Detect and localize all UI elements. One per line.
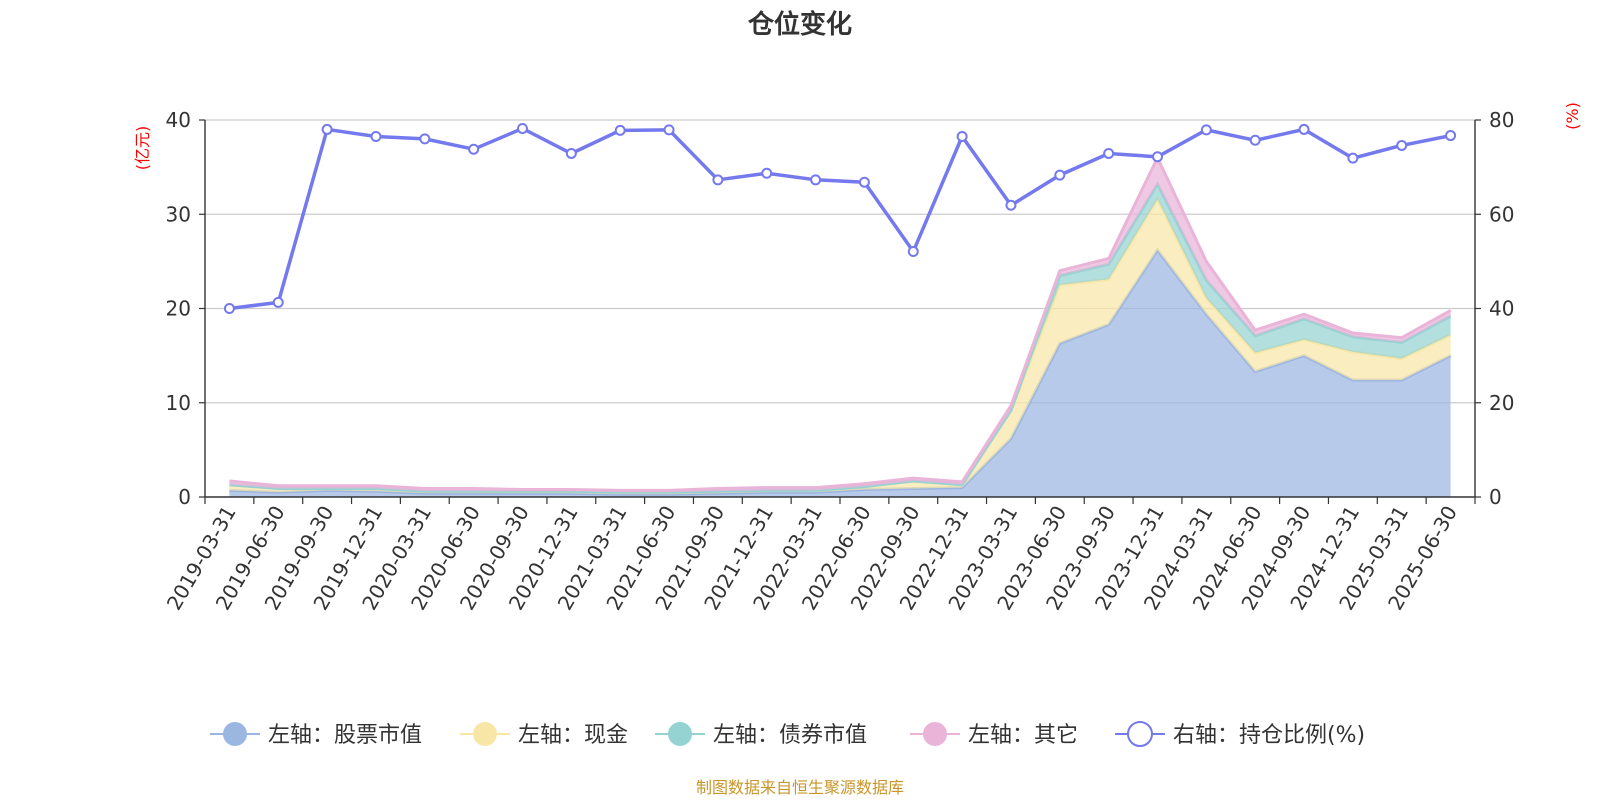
area-layer bbox=[229, 154, 1452, 497]
ratio-point bbox=[1249, 134, 1261, 146]
ratio-point bbox=[614, 124, 626, 136]
ratio-point bbox=[565, 147, 577, 159]
ratio-point bbox=[1298, 123, 1310, 135]
left-axis-unit: (亿元) bbox=[133, 126, 152, 171]
ratio-point bbox=[1445, 130, 1457, 142]
ratio-point bbox=[1103, 147, 1115, 159]
legend-label: 左轴：股票市值 bbox=[268, 723, 422, 748]
ratio-point bbox=[1347, 152, 1359, 164]
left-tick-label: 30 bbox=[166, 202, 191, 226]
left-tick-label: 0 bbox=[178, 485, 191, 509]
legend-item-1[interactable]: 左轴：现金 bbox=[460, 722, 628, 748]
left-tick-label: 10 bbox=[166, 391, 191, 415]
right-tick-label: 40 bbox=[1489, 297, 1514, 321]
legend-label: 左轴：其它 bbox=[968, 723, 1078, 748]
ratio-point bbox=[1005, 199, 1017, 211]
ratio-point bbox=[663, 124, 675, 136]
right-tick-label: 0 bbox=[1489, 485, 1502, 509]
legend-marker bbox=[923, 722, 947, 746]
legend-label: 右轴：持仓比例(%) bbox=[1173, 723, 1365, 748]
area-edge-3 bbox=[229, 154, 1452, 492]
ratio-point bbox=[956, 130, 968, 142]
right-axis-unit: (%) bbox=[1563, 102, 1582, 130]
ratio-point bbox=[223, 303, 235, 314]
legend-label: 左轴：债券市值 bbox=[713, 723, 867, 748]
legend: 左轴：股票市值 左轴：现金 左轴：债券市值 左轴：其它 右轴：持仓比例(%) bbox=[210, 721, 1365, 748]
area-band-0 bbox=[229, 250, 1451, 497]
legend-marker bbox=[473, 722, 497, 746]
ratio-point bbox=[272, 296, 284, 308]
ratio-point bbox=[370, 130, 382, 142]
ratio-point bbox=[1152, 151, 1163, 163]
ratio-point bbox=[810, 174, 822, 186]
ratio-point bbox=[1396, 139, 1408, 151]
chart-title: 仓位变化 bbox=[747, 9, 852, 40]
ratio-point bbox=[907, 245, 919, 257]
legend-marker bbox=[223, 722, 247, 746]
right-tick-label: 60 bbox=[1489, 202, 1514, 226]
ratio-point bbox=[321, 123, 333, 135]
legend-marker bbox=[1127, 721, 1153, 747]
data-source-note: 制图数据来自恒生聚源数据库 bbox=[696, 778, 904, 797]
ratio-point bbox=[712, 174, 724, 186]
right-tick-label: 80 bbox=[1489, 108, 1514, 132]
ratio-point bbox=[1200, 124, 1212, 136]
legend-item-3[interactable]: 左轴：其它 bbox=[910, 722, 1078, 748]
ratio-line bbox=[229, 126, 1451, 311]
ratio-point bbox=[468, 143, 480, 155]
ratio-point bbox=[517, 122, 528, 134]
left-tick-label: 20 bbox=[166, 297, 191, 321]
ratio-point bbox=[761, 167, 773, 179]
legend-marker bbox=[668, 722, 692, 746]
ratio-point bbox=[419, 133, 431, 145]
legend-item-4[interactable]: 右轴：持仓比例(%) bbox=[1115, 721, 1365, 748]
ratio-point bbox=[1054, 169, 1066, 181]
left-tick-label: 40 bbox=[166, 108, 191, 132]
right-tick-label: 20 bbox=[1489, 391, 1514, 415]
ratio-point bbox=[858, 176, 870, 188]
legend-label: 左轴：现金 bbox=[518, 723, 628, 748]
legend-item-0[interactable]: 左轴：股票市值 bbox=[210, 722, 422, 748]
legend-item-2[interactable]: 左轴：债券市值 bbox=[655, 722, 867, 748]
line-layer bbox=[223, 122, 1457, 314]
